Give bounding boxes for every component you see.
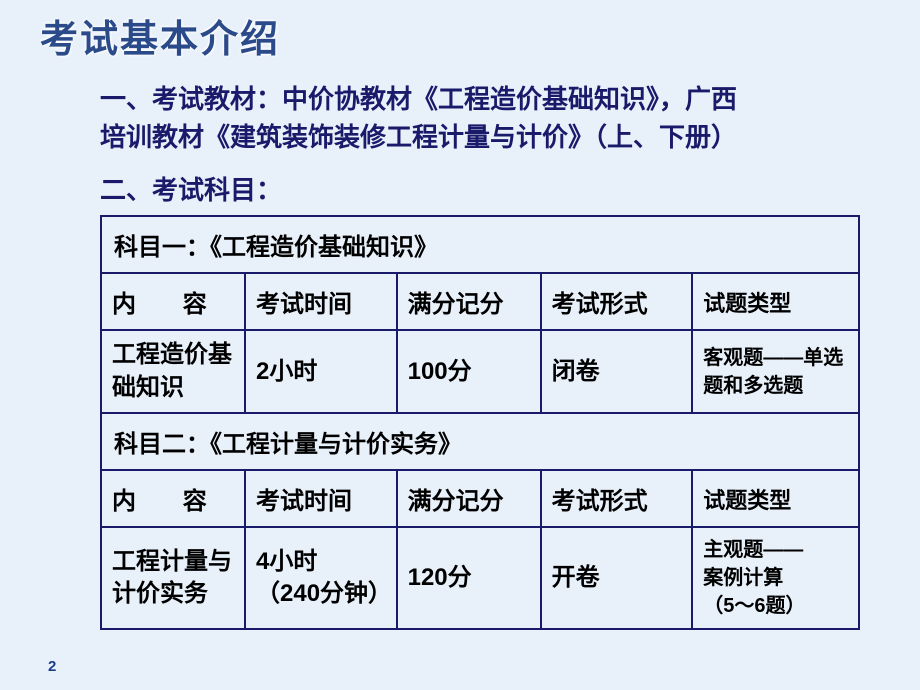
header-exam-form-2: 考试形式: [541, 470, 693, 527]
intro-line-2: 培训教材《建筑装饰装修工程计量与计价》（上、下册）: [100, 122, 737, 152]
slide-container: 考试基本介绍 一、考试教材：中价协教材《工程造价基础知识》，广西 培训教材《建筑…: [0, 0, 920, 690]
content-suffix-2: 容: [183, 488, 207, 515]
row2-content: 工程计量与计价实务: [101, 527, 245, 629]
header-exam-time: 考试时间: [245, 273, 397, 330]
slide-title: 考试基本介绍: [40, 8, 880, 63]
header-full-score-2: 满分记分: [397, 470, 541, 527]
header-content-2: 内 容: [101, 470, 245, 527]
exam-table: 科目一：《工程造价基础知识》 内 容 考试时间 满分记分 考试形式 试题类型 工…: [100, 215, 860, 630]
intro-line-1: 一、考试教材：中价协教材《工程造价基础知识》，广西: [100, 84, 737, 114]
row1-question-type: 客观题——单选题和多选题: [692, 330, 859, 413]
section-header-2: 科目二：《工程计量与计价实务》: [101, 413, 859, 470]
row1-exam-form: 闭卷: [541, 330, 693, 413]
content-prefix: 内: [112, 291, 136, 318]
row2-exam-form: 开卷: [541, 527, 693, 629]
table-row: 科目二：《工程计量与计价实务》: [101, 413, 859, 470]
header-exam-form: 考试形式: [541, 273, 693, 330]
row2-qtype-line2: 案例计算: [703, 567, 783, 589]
content-prefix-2: 内: [112, 488, 136, 515]
table-row: 科目一：《工程造价基础知识》: [101, 216, 859, 273]
intro-text: 一、考试教材：中价协教材《工程造价基础知识》，广西 培训教材《建筑装饰装修工程计…: [100, 81, 860, 156]
table-row: 工程计量与计价实务 4小时 （240分钟） 120分 开卷 主观题—— 案例计算…: [101, 527, 859, 629]
row1-exam-time: 2小时: [245, 330, 397, 413]
row2-time-line2: （240分钟）: [256, 580, 392, 607]
row1-content: 工程造价基础知识: [101, 330, 245, 413]
subject-label: 二、考试科目：: [100, 170, 860, 207]
section-header-1: 科目一：《工程造价基础知识》: [101, 216, 859, 273]
header-exam-time-2: 考试时间: [245, 470, 397, 527]
table-row: 内 容 考试时间 满分记分 考试形式 试题类型: [101, 273, 859, 330]
row2-qtype-line1: 主观题——: [703, 539, 803, 561]
row2-exam-time: 4小时 （240分钟）: [245, 527, 397, 629]
row2-qtype-line3: （5～6题）: [703, 595, 805, 617]
table-row: 内 容 考试时间 满分记分 考试形式 试题类型: [101, 470, 859, 527]
table-row: 工程造价基础知识 2小时 100分 闭卷 客观题——单选题和多选题: [101, 330, 859, 413]
row2-full-score: 120分: [397, 527, 541, 629]
row1-full-score: 100分: [397, 330, 541, 413]
header-full-score: 满分记分: [397, 273, 541, 330]
page-number: 2: [48, 658, 56, 675]
row2-time-line1: 4小时: [256, 548, 317, 575]
row2-question-type: 主观题—— 案例计算 （5～6题）: [692, 527, 859, 629]
content-area: 一、考试教材：中价协教材《工程造价基础知识》，广西 培训教材《建筑装饰装修工程计…: [40, 81, 880, 630]
content-suffix: 容: [183, 291, 207, 318]
header-question-type: 试题类型: [692, 273, 859, 330]
header-content: 内 容: [101, 273, 245, 330]
header-question-type-2: 试题类型: [692, 470, 859, 527]
